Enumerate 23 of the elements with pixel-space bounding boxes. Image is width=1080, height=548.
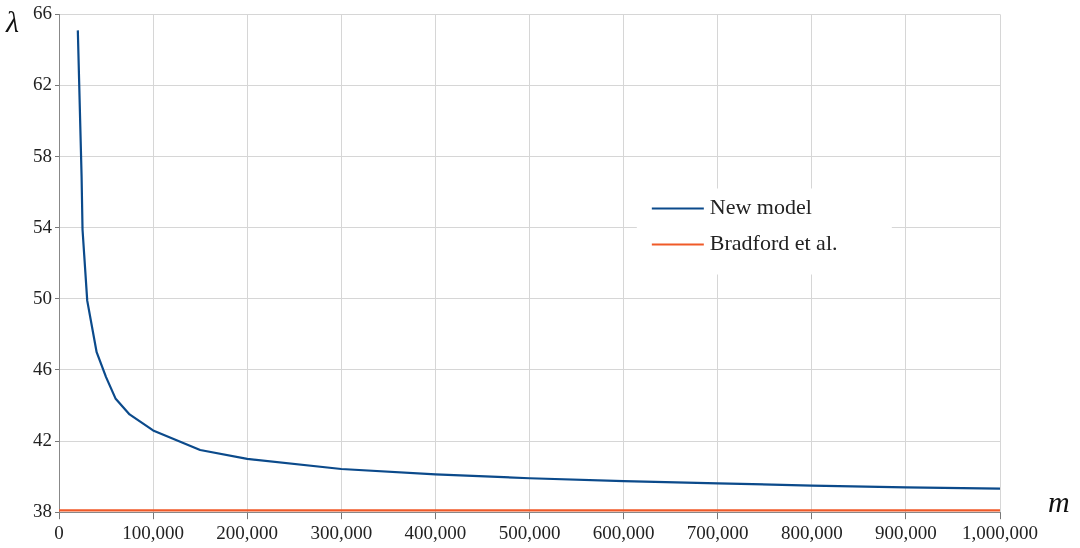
x-tick-label: 500,000 — [498, 521, 561, 543]
x-axis-title: m — [1048, 485, 1070, 519]
y-tick-label: 46 — [33, 357, 52, 379]
x-tick-label: 1,000,000 — [962, 521, 1038, 543]
x-tick-label: 300,000 — [310, 521, 373, 543]
y-tick-label: 62 — [33, 73, 52, 95]
x-tick-label: 400,000 — [404, 521, 467, 543]
x-tick-label: 800,000 — [780, 521, 843, 543]
y-tick-label: 54 — [33, 215, 53, 237]
x-tick-label: 200,000 — [216, 521, 279, 543]
legend-label: New model — [709, 194, 812, 220]
x-tick-label: 0 — [54, 521, 64, 543]
x-tick-label: 600,000 — [592, 521, 655, 543]
legend-label: Bradford et al. — [709, 230, 838, 256]
x-tick-label: 700,000 — [686, 521, 749, 543]
x-tick-label: 900,000 — [875, 521, 937, 543]
y-tick-label: 42 — [33, 429, 52, 451]
y-axis-title: λ — [5, 5, 19, 39]
y-tick-label: 38 — [33, 500, 52, 522]
y-tick-label: 50 — [33, 286, 52, 308]
y-tick-label: 58 — [33, 144, 52, 166]
y-tick-label: 66 — [33, 2, 52, 24]
x-tick-label: 100,000 — [122, 521, 184, 543]
